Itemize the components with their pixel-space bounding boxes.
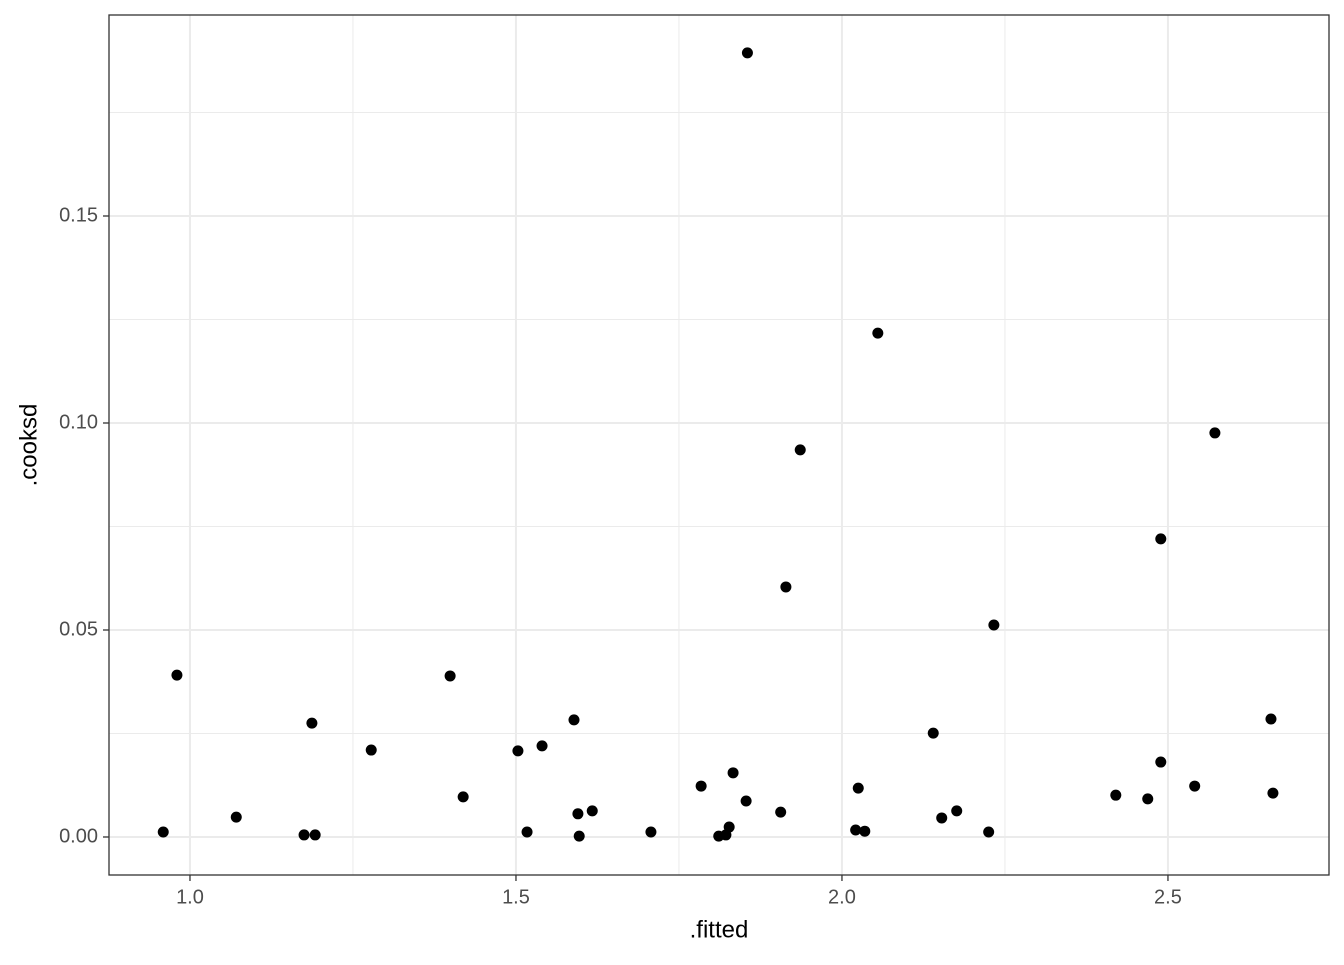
point xyxy=(988,619,1000,631)
point xyxy=(309,829,321,841)
point xyxy=(951,805,963,817)
point xyxy=(572,808,584,820)
point xyxy=(775,806,787,818)
point xyxy=(723,821,735,833)
point xyxy=(568,714,580,726)
x-axis-title: .fitted xyxy=(690,916,749,943)
point xyxy=(780,581,792,593)
x-tick-label: 2.5 xyxy=(1154,886,1182,908)
point xyxy=(1209,427,1221,439)
y-tick-label: 0.00 xyxy=(59,825,98,847)
point xyxy=(157,826,169,838)
y-tick-label: 0.10 xyxy=(59,411,98,433)
point xyxy=(306,717,318,729)
point xyxy=(927,727,939,739)
point xyxy=(444,670,456,682)
point xyxy=(727,767,739,779)
point xyxy=(1267,787,1279,799)
points xyxy=(157,47,1279,842)
point xyxy=(365,744,377,756)
point xyxy=(645,826,657,838)
point xyxy=(872,327,884,339)
x-tick-label: 1.0 xyxy=(176,886,204,908)
y-tick-label: 0.15 xyxy=(59,204,98,226)
x-tick-label: 1.5 xyxy=(502,886,530,908)
point xyxy=(850,824,862,836)
point xyxy=(457,791,469,803)
point xyxy=(794,444,806,456)
point xyxy=(536,740,548,752)
point xyxy=(1189,780,1201,792)
point xyxy=(1110,789,1122,801)
panel-border xyxy=(108,14,1330,876)
point xyxy=(171,669,183,681)
point xyxy=(983,826,995,838)
point xyxy=(1155,533,1167,545)
point xyxy=(741,47,753,59)
point xyxy=(573,830,585,842)
point xyxy=(298,829,310,841)
point xyxy=(586,805,598,817)
y-axis-title: .cooksd xyxy=(15,404,42,487)
point xyxy=(512,745,524,757)
point xyxy=(859,825,871,837)
y-tick-label: 0.05 xyxy=(59,618,98,640)
point xyxy=(1142,793,1154,805)
point xyxy=(1265,713,1277,725)
point xyxy=(230,811,242,823)
x-tick-label: 2.0 xyxy=(828,886,856,908)
point xyxy=(740,795,752,807)
point xyxy=(695,780,707,792)
point xyxy=(1155,756,1167,768)
point xyxy=(936,812,948,824)
point xyxy=(852,782,864,794)
point xyxy=(521,826,533,838)
